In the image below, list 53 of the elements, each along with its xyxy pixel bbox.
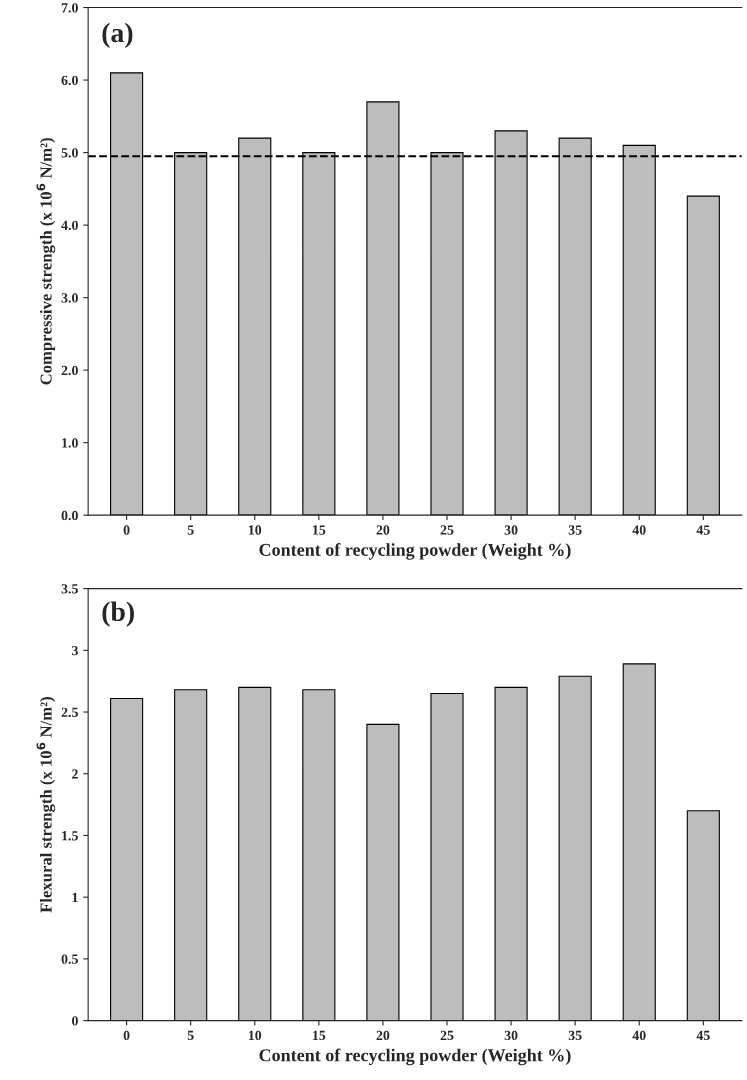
x-tick-label: 10 xyxy=(248,525,262,535)
y-tick-label: 3 xyxy=(72,645,78,656)
x-tick-label: 25 xyxy=(440,1030,454,1041)
x-tick-label: 10 xyxy=(248,1030,262,1041)
y-tick-label: 2.0 xyxy=(61,365,78,376)
y-tick-label: 2.5 xyxy=(61,707,78,718)
x-tick-label: 15 xyxy=(313,525,326,535)
y-tick-label: 1.5 xyxy=(62,831,78,841)
bar xyxy=(366,723,400,1021)
y-tick-label: 1 xyxy=(72,892,78,902)
y-tick-label: 3.5 xyxy=(61,584,78,594)
y-tick-label: 7.0 xyxy=(61,3,78,13)
x-tick-label: 35 xyxy=(568,525,582,535)
x-tick-label: 5 xyxy=(187,1030,194,1041)
x-axis-title: Content of recycling powder (Weight %) xyxy=(259,543,571,560)
y-tick-label: 3.0 xyxy=(61,293,78,303)
x-tick-label: 30 xyxy=(504,525,518,535)
y-tick-label: 4.0 xyxy=(61,220,78,231)
bar xyxy=(494,686,528,1021)
x-tick-label: 35 xyxy=(568,1030,582,1041)
y-tick-label: 1.0 xyxy=(62,438,78,448)
x-axis-title: Content of recycling powder (Weight %) xyxy=(259,1048,571,1066)
bar xyxy=(558,675,592,1021)
x-tick-label: 15 xyxy=(313,1030,326,1041)
x-tick-label: 25 xyxy=(440,525,454,535)
y-axis-title: Compressive strength (x 10$^{6}$ N/m²) xyxy=(36,138,56,385)
bar xyxy=(302,689,336,1021)
annotation: (b) xyxy=(102,601,134,627)
x-tick-label: 20 xyxy=(376,1030,390,1041)
bar xyxy=(238,686,272,1021)
y-tick-label: 5.0 xyxy=(61,148,78,158)
y-axis-title: Flexural strength (x 10$^{6}$ N/m²) xyxy=(36,697,56,913)
y-tick-label: 0.0 xyxy=(61,510,78,521)
y-tick-label: 0.5 xyxy=(61,954,78,964)
bar xyxy=(430,692,464,1021)
bar xyxy=(110,697,144,1021)
bar xyxy=(622,663,656,1021)
annotation: (a) xyxy=(102,22,133,48)
x-tick-label: 0 xyxy=(123,525,130,535)
bar xyxy=(686,195,720,516)
x-tick-label: 45 xyxy=(696,1030,710,1041)
x-tick-label: 45 xyxy=(696,525,710,535)
y-tick-label: 2 xyxy=(72,769,78,779)
x-tick-label: 40 xyxy=(632,1030,646,1041)
x-tick-label: 0 xyxy=(123,1030,130,1041)
y-tick-label: 0 xyxy=(72,1016,78,1026)
x-tick-label: 30 xyxy=(504,1030,518,1041)
x-tick-label: 5 xyxy=(187,525,194,535)
bar xyxy=(174,689,208,1021)
x-tick-label: 40 xyxy=(632,525,646,535)
x-tick-label: 20 xyxy=(376,525,390,535)
y-tick-label: 6.0 xyxy=(61,75,78,86)
bar xyxy=(686,810,720,1021)
